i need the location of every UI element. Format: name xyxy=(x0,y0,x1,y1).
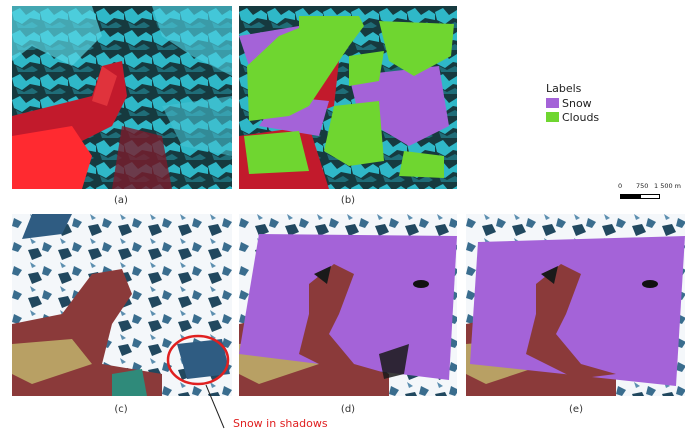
scale-tick-1500: 1 500 m xyxy=(654,182,682,190)
scale-tick-750: 750 xyxy=(636,182,649,190)
annotation-line xyxy=(205,384,225,429)
caption-c: (c) xyxy=(114,404,128,415)
caption-d: (d) xyxy=(340,404,356,415)
panel-b-image xyxy=(239,6,457,189)
panel-a-image xyxy=(12,6,232,189)
panel-e-image xyxy=(466,214,685,396)
legend-swatch-snow xyxy=(546,98,559,108)
legend-item-snow: Snow xyxy=(546,96,599,110)
legend-swatch-clouds xyxy=(546,112,559,122)
scale-bar: 0 750 1 500 m xyxy=(618,182,688,202)
caption-a: (a) xyxy=(114,195,128,206)
panel-c-image xyxy=(12,214,232,396)
caption-e: (e) xyxy=(569,404,583,415)
legend: Labels Snow Clouds xyxy=(546,82,599,124)
caption-b: (b) xyxy=(340,195,356,206)
legend-label-clouds: Clouds xyxy=(562,110,600,124)
annotation-ellipse xyxy=(166,334,230,386)
annotation-snow-in-shadows: Snow in shadows xyxy=(233,417,328,430)
scale-tick-0: 0 xyxy=(618,182,623,190)
annotation-pointer xyxy=(166,334,230,429)
legend-title: Labels xyxy=(546,82,582,95)
scale-bar-white xyxy=(640,194,660,199)
legend-label-snow: Snow xyxy=(562,96,592,110)
legend-item-clouds: Clouds xyxy=(546,110,599,124)
panel-d-image xyxy=(239,214,457,396)
scale-bar-black xyxy=(620,194,640,199)
